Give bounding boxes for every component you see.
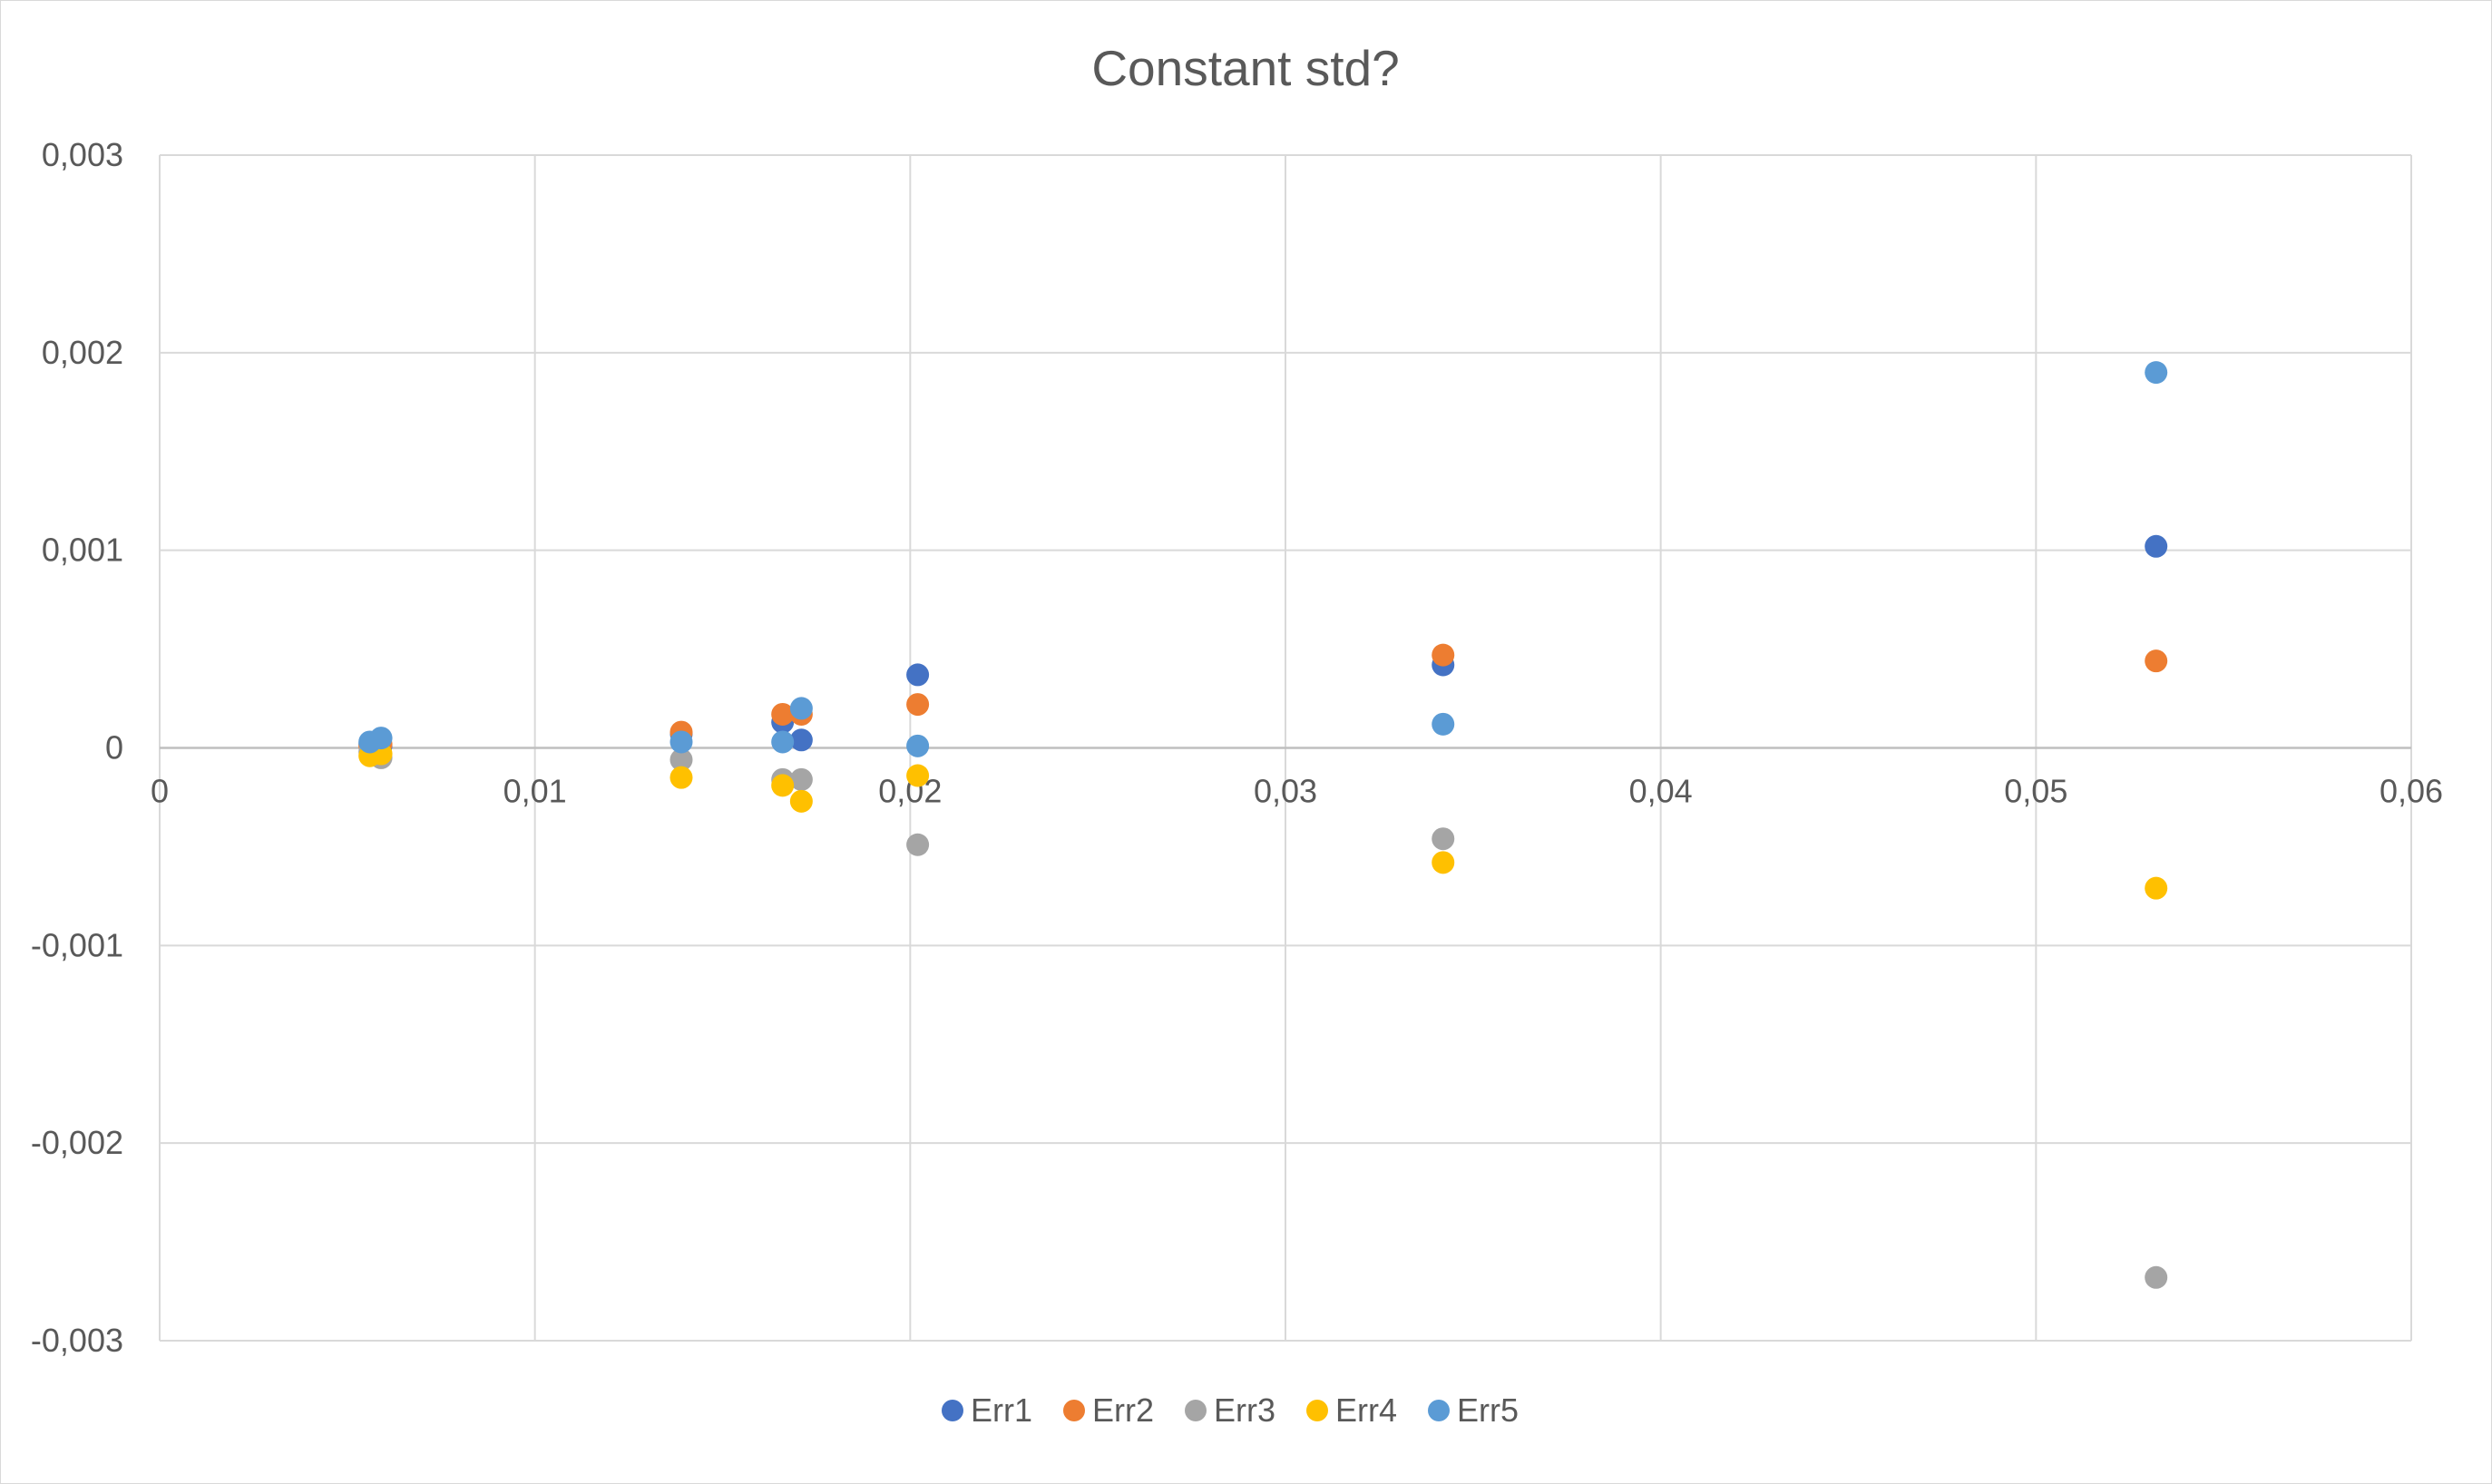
legend-label-err3: Err3 xyxy=(1214,1391,1275,1429)
legend-label-err1: Err1 xyxy=(971,1391,1032,1429)
data-point-err3 xyxy=(789,767,813,791)
data-point-err4 xyxy=(669,766,693,789)
data-point-err2 xyxy=(2145,649,2168,673)
data-point-err3 xyxy=(669,748,693,772)
data-point-err5 xyxy=(1432,712,1455,736)
data-point-err5 xyxy=(369,727,393,750)
y-tick-label: -0,002 xyxy=(31,1124,123,1161)
legend-marker-err4 xyxy=(1306,1400,1328,1421)
data-point-err4 xyxy=(2145,876,2168,900)
legend-label-err2: Err2 xyxy=(1092,1391,1154,1429)
chart-title: Constant std? xyxy=(1091,40,1399,96)
tick-labels: 0 0,01 0,02 0,03 0,04 0,05 0,060,0030,0020,001… xyxy=(31,136,2443,1359)
x-tick-label: 0,01 xyxy=(503,773,567,810)
y-tick-label: 0,002 xyxy=(42,334,123,371)
gridlines xyxy=(159,154,2412,1342)
data-point-err1 xyxy=(2145,534,2168,558)
data-point-err4 xyxy=(906,764,930,787)
data-point-err4 xyxy=(771,774,795,797)
data-point-err5 xyxy=(789,697,813,720)
x-tick-label: 0,05 xyxy=(2004,773,2067,810)
legend-marker-err5 xyxy=(1428,1400,1450,1421)
data-point-err5 xyxy=(2145,361,2168,385)
y-tick-label: -0,003 xyxy=(31,1322,123,1359)
x-tick-label: 0 xyxy=(151,773,169,810)
data-point-err5 xyxy=(771,730,795,754)
x-tick-label: 0,06 xyxy=(2380,773,2443,810)
legend-marker-err3 xyxy=(1185,1400,1207,1421)
x-tick-label: 0,03 xyxy=(1254,773,1317,810)
data-point-err4 xyxy=(789,789,813,813)
data-point-err1 xyxy=(906,663,930,687)
data-point-err3 xyxy=(1432,827,1455,851)
data-point-err3 xyxy=(906,833,930,856)
data-point-err5 xyxy=(669,730,693,754)
legend-label-err5: Err5 xyxy=(1457,1391,1519,1429)
data-point-err1 xyxy=(789,728,813,752)
data-point-err3 xyxy=(2145,1265,2168,1289)
legend-marker-err1 xyxy=(942,1400,963,1421)
legend-label-err4: Err4 xyxy=(1335,1391,1397,1429)
data-point-err2 xyxy=(771,702,795,726)
data-point-err2 xyxy=(906,693,930,717)
data-point-err2 xyxy=(1432,643,1455,667)
y-tick-label: 0,001 xyxy=(42,532,123,569)
legend-marker-err2 xyxy=(1063,1400,1085,1421)
y-tick-label: 0 xyxy=(105,729,123,766)
y-tick-label: 0,003 xyxy=(42,136,123,173)
data-point-err4 xyxy=(1432,851,1455,874)
x-tick-label: 0,04 xyxy=(1629,773,1693,810)
data-point-err5 xyxy=(906,734,930,757)
legend: Err1 Err2 Err3 Err4 Err5 xyxy=(942,1391,1519,1429)
data-points xyxy=(358,361,2168,1289)
y-tick-label: -0,001 xyxy=(31,926,123,963)
